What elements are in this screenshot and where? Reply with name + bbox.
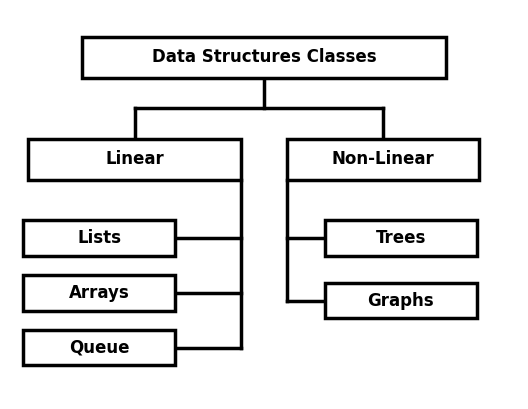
Text: Data Structures Classes: Data Structures Classes xyxy=(152,48,376,66)
Text: Queue: Queue xyxy=(69,339,129,357)
FancyBboxPatch shape xyxy=(325,220,477,256)
FancyBboxPatch shape xyxy=(287,139,479,180)
FancyBboxPatch shape xyxy=(29,139,241,180)
Text: Linear: Linear xyxy=(106,151,164,169)
Text: Graphs: Graphs xyxy=(367,292,434,310)
FancyBboxPatch shape xyxy=(23,275,175,310)
Text: Arrays: Arrays xyxy=(69,284,130,302)
FancyBboxPatch shape xyxy=(23,220,175,256)
Text: Non-Linear: Non-Linear xyxy=(332,151,435,169)
FancyBboxPatch shape xyxy=(23,330,175,366)
FancyBboxPatch shape xyxy=(81,37,447,78)
Text: Lists: Lists xyxy=(77,229,121,247)
Text: Trees: Trees xyxy=(375,229,426,247)
FancyBboxPatch shape xyxy=(325,283,477,318)
